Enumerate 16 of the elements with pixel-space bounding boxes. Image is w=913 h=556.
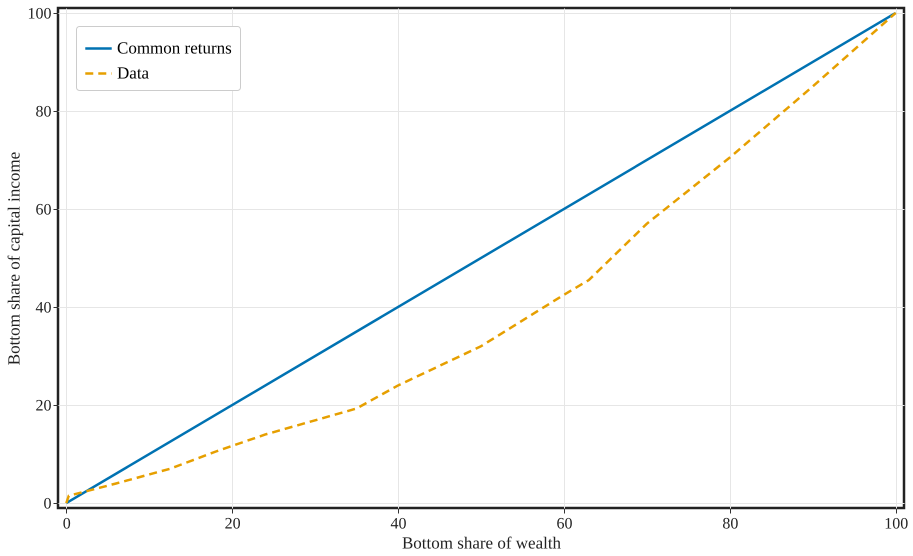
x-tick-label: 0 xyxy=(62,516,71,532)
y-axis-title: Bottom share of capital income xyxy=(4,152,24,366)
x-tick-label: 80 xyxy=(722,516,738,532)
y-tick-label: 0 xyxy=(44,496,52,513)
x-tick-label: 60 xyxy=(556,516,572,532)
y-tick-label: 60 xyxy=(36,201,52,218)
y-tick-label: 100 xyxy=(28,5,52,22)
x-tick-label: 40 xyxy=(390,516,407,532)
x-tick-label: 100 xyxy=(884,516,908,532)
y-tick-label: 20 xyxy=(36,398,52,415)
y-tick-label: 40 xyxy=(36,300,52,317)
x-axis-title: Bottom share of wealth xyxy=(402,534,562,552)
y-tick-label: 80 xyxy=(36,103,52,120)
x-tick-label: 20 xyxy=(224,516,241,532)
legend-label: Data xyxy=(117,64,150,82)
legend-label: Common returns xyxy=(117,38,232,58)
